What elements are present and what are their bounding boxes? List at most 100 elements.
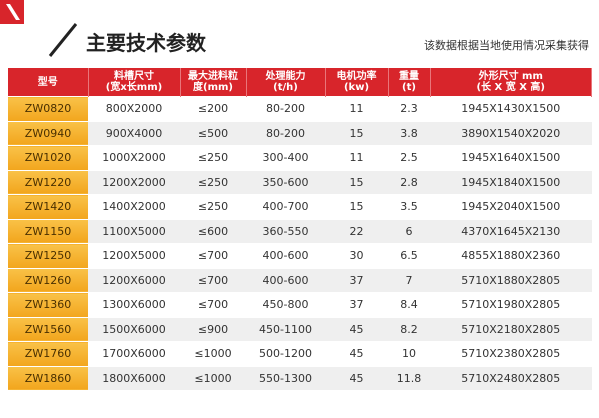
model-cell: ZW1250 xyxy=(8,243,88,268)
column-header: 料槽尺寸 (宽x长mm) xyxy=(88,68,181,97)
table-cell: 1200X5000 xyxy=(88,243,180,268)
table-cell: 5710X1980X2805 xyxy=(430,292,592,317)
table-cell: ≤500 xyxy=(180,120,246,146)
model-cell: ZW1260 xyxy=(8,267,88,293)
table-row: ZW0820 800X2000 ≤200 80-200 11 2.3 1945X1430X1… xyxy=(8,96,592,121)
table-row: ZW1260 1200X6000 ≤700 400-600 37 7 5710X1880X2… xyxy=(8,267,592,293)
table-cell: 550-1300 xyxy=(246,365,325,390)
header-line: 度(mm) xyxy=(193,82,233,93)
table-cell: ≤1000 xyxy=(180,365,246,390)
table-row: ZW1420 1400X2000 ≤250 400-700 15 3.5 1945X2040… xyxy=(8,194,592,219)
table-cell: 45 xyxy=(325,341,388,366)
header-row: 型号 料槽尺寸 (宽x长mm) 最大进料粒 度(mm) 处理能力 (t/h) 电机功率 (kw)… xyxy=(8,68,592,97)
table-row: ZW1760 1700X6000 ≤1000 500-1200 45 10 5710X238… xyxy=(8,341,592,366)
table-cell: 30 xyxy=(325,243,388,268)
table-row: ZW1150 1100X5000 ≤600 360-550 22 6 4370X1645X2… xyxy=(8,218,592,244)
table-cell: 1300X6000 xyxy=(88,292,180,317)
column-header: 处理能力 (t/h) xyxy=(246,68,326,97)
model-cell: ZW1860 xyxy=(8,365,88,390)
table-cell: 11 xyxy=(325,96,388,121)
column-header: 型号 xyxy=(8,68,89,97)
header-line: 型号 xyxy=(37,76,58,88)
table-cell: 1000X2000 xyxy=(88,145,180,170)
header-line: 外形尺寸 mm xyxy=(478,71,543,82)
table-cell: 1945X1640X1500 xyxy=(430,145,592,170)
table-cell: 1200X6000 xyxy=(88,267,180,293)
model-cell: ZW1020 xyxy=(8,145,88,170)
header-line: 电机功率 xyxy=(336,71,377,82)
table-cell: 6 xyxy=(388,218,430,244)
table-cell: 900X4000 xyxy=(88,120,180,146)
header-line: (kw) xyxy=(343,82,370,93)
table-cell: ≤600 xyxy=(180,218,246,244)
header-line: (宽x长mm) xyxy=(105,82,163,93)
table-cell: 15 xyxy=(325,169,388,195)
model-cell: ZW1150 xyxy=(8,218,88,244)
table-cell: 1500X6000 xyxy=(88,316,180,342)
header-line: (长 X 宽 X 高) xyxy=(476,82,546,93)
table-row: ZW1020 1000X2000 ≤250 300-400 11 2.5 1945X1640… xyxy=(8,145,592,170)
table-cell: 400-600 xyxy=(246,267,325,293)
title-slash xyxy=(48,23,78,57)
column-header: 重量 (t) xyxy=(388,68,431,97)
table-cell: 3.8 xyxy=(388,120,430,146)
model-cell: ZW1220 xyxy=(8,169,88,195)
table-cell: 800X2000 xyxy=(88,96,180,121)
spec-table: 型号 料槽尺寸 (宽x长mm) 最大进料粒 度(mm) 处理能力 (t/h) 电机功率 (kw)… xyxy=(8,68,592,390)
header-line: 最大进料粒 xyxy=(188,71,238,82)
table-cell: 500-1200 xyxy=(246,341,325,366)
table-cell: 1400X2000 xyxy=(88,194,180,219)
table-cell: ≤700 xyxy=(180,292,246,317)
header-line: 处理能力 xyxy=(265,71,306,82)
table-cell: 2.8 xyxy=(388,169,430,195)
table-cell: ≤700 xyxy=(180,267,246,293)
model-cell: ZW1360 xyxy=(8,292,88,317)
table-cell: 1945X1430X1500 xyxy=(430,96,592,121)
table-cell: 1945X1840X1500 xyxy=(430,169,592,195)
table-cell: 15 xyxy=(325,120,388,146)
table-cell: 400-600 xyxy=(246,243,325,268)
table-cell: 450-1100 xyxy=(246,316,325,342)
model-cell: ZW1420 xyxy=(8,194,88,219)
table-cell: 45 xyxy=(325,365,388,390)
table-cell: 1945X2040X1500 xyxy=(430,194,592,219)
table-cell: 360-550 xyxy=(246,218,325,244)
table-cell: 80-200 xyxy=(246,120,325,146)
table-cell: ≤250 xyxy=(180,194,246,219)
table-cell: 8.4 xyxy=(388,292,430,317)
table-cell: 45 xyxy=(325,316,388,342)
header-line: (t) xyxy=(402,82,416,93)
table-cell: ≤700 xyxy=(180,243,246,268)
table-row: ZW1860 1800X6000 ≤1000 550-1300 45 11.8 5710X2… xyxy=(8,365,592,390)
table-cell: 5710X1880X2805 xyxy=(430,267,592,293)
table-cell: ≤200 xyxy=(180,96,246,121)
table-cell: 15 xyxy=(325,194,388,219)
table-cell: 350-600 xyxy=(246,169,325,195)
table-row: ZW1220 1200X2000 ≤250 350-600 15 2.8 1945X1840… xyxy=(8,169,592,195)
table-cell: 3.5 xyxy=(388,194,430,219)
header-line: 料槽尺寸 xyxy=(114,71,154,82)
table-cell: ≤900 xyxy=(180,316,246,342)
table-row: ZW1250 1200X5000 ≤700 400-600 30 6.5 4855X1880… xyxy=(8,243,592,268)
table-cell: 22 xyxy=(325,218,388,244)
table-cell: 300-400 xyxy=(246,145,325,170)
table-cell: 11 xyxy=(325,145,388,170)
note: 该数据根据当地使用情况采集获得 xyxy=(424,39,589,52)
table-cell: ≤1000 xyxy=(180,341,246,366)
table-cell: 5710X2380X2805 xyxy=(430,341,592,366)
table-cell: 7 xyxy=(388,267,430,293)
table-cell: 2.5 xyxy=(388,145,430,170)
table-cell: 1100X5000 xyxy=(88,218,180,244)
table-cell: ≤250 xyxy=(180,169,246,195)
model-cell: ZW1560 xyxy=(8,316,88,342)
table-cell: 4855X1880X2360 xyxy=(430,243,592,268)
table-cell: 4370X1645X2130 xyxy=(430,218,592,244)
table-cell: 6.5 xyxy=(388,243,430,268)
table-body: ZW0820 800X2000 ≤200 80-200 11 2.3 1945X1430X1… xyxy=(8,96,592,390)
table-cell: 8.2 xyxy=(388,316,430,342)
header-decor xyxy=(0,0,78,57)
table-cell: 5710X2480X2805 xyxy=(430,365,592,390)
table-row: ZW0940 900X4000 ≤500 80-200 15 3.8 3890X1540X2… xyxy=(8,120,592,146)
table-cell: 1800X6000 xyxy=(88,365,180,390)
